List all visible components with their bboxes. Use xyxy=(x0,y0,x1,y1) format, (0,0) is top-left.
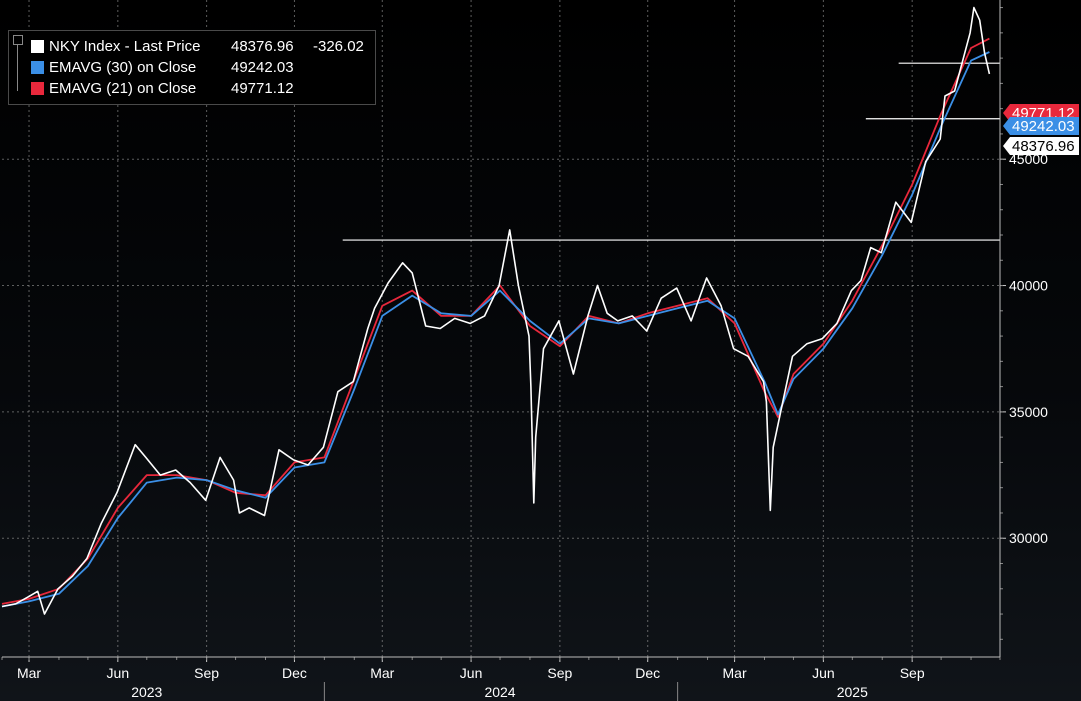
legend-entry-nky: NKY Index - Last Price 48376.96 -326.02 xyxy=(9,37,377,57)
value-tag-bg xyxy=(1003,137,1079,155)
legend-swatch-ema30 xyxy=(31,61,44,74)
x-tick-label: Mar xyxy=(17,665,41,681)
legend-label-nky: NKY Index - Last Price xyxy=(49,38,201,55)
series-layer xyxy=(1,6,991,615)
legend-collapse-icon[interactable] xyxy=(13,35,23,45)
legend-label-ema30: EMAVG (30) on Close xyxy=(49,59,197,76)
x-tick-label: Mar xyxy=(370,665,394,681)
legend-label-ema21: EMAVG (21) on Close xyxy=(49,80,197,97)
x-year-label: 2024 xyxy=(484,684,515,700)
legend-value-ema21: 49771.12 xyxy=(231,80,294,97)
legend: NKY Index - Last Price 48376.96 -326.02 … xyxy=(8,30,376,105)
y-tick-label: 30000 xyxy=(1009,530,1048,546)
x-tick-label: Jun xyxy=(812,665,835,681)
ema21-series-line xyxy=(1,37,990,605)
x-tick-label: Jun xyxy=(460,665,483,681)
price-series-line xyxy=(1,6,991,615)
x-tick-label: Dec xyxy=(282,665,307,681)
legend-value-nky: 48376.96 xyxy=(231,38,294,55)
x-tick-label: Sep xyxy=(194,665,219,681)
x-tick-label: Sep xyxy=(900,665,925,681)
legend-change-nky: -326.02 xyxy=(313,38,364,55)
legend-swatch-ema21 xyxy=(31,82,44,95)
y-tick-label: 40000 xyxy=(1009,278,1048,294)
axis-layer: 30000 35000 40000 45000 Mar Jun Sep Dec Mar Jun Se… xyxy=(1,0,1048,701)
x-tick-label: Dec xyxy=(635,665,660,681)
reference-lines xyxy=(342,62,1000,241)
x-year-label: 2025 xyxy=(837,684,868,700)
value-tag-bg xyxy=(1003,117,1079,135)
ema30-series-line xyxy=(1,51,990,608)
value-tag-label: 48376.96 xyxy=(1012,138,1075,155)
x-tick-label: Jun xyxy=(107,665,130,681)
legend-entry-ema30: EMAVG (30) on Close 49242.03 xyxy=(9,58,377,78)
legend-swatch-nky xyxy=(31,40,44,53)
legend-value-ema30: 49242.03 xyxy=(231,59,294,76)
x-tick-label: Sep xyxy=(547,665,572,681)
grid-layer xyxy=(2,0,1000,657)
x-year-label: 2023 xyxy=(131,684,162,700)
value-tag-label: 49242.03 xyxy=(1012,118,1075,135)
legend-tree-line xyxy=(13,35,28,91)
x-tick-label: Mar xyxy=(723,665,747,681)
y-tick-label: 35000 xyxy=(1009,404,1048,420)
legend-entry-ema21: EMAVG (21) on Close 49771.12 xyxy=(9,79,377,99)
y-tick-label: 45000 xyxy=(1009,151,1048,167)
